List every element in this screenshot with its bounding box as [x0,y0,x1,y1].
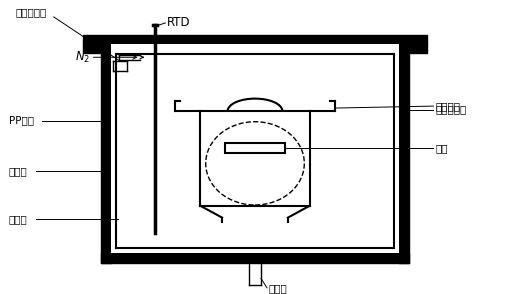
Bar [225,143,285,153]
Text: 液体感应器: 液体感应器 [16,7,47,17]
Text: 保温层: 保温层 [9,166,28,176]
Text: 硅片: 硅片 [436,143,448,153]
Text: 清洗花篮: 清洗花篮 [436,101,460,111]
Text: PP外壳: PP外壳 [9,116,34,126]
Text: RTD: RTD [167,16,191,29]
Text: 贴膜加热膜: 贴膜加热膜 [436,105,466,115]
Text: 排液管: 排液管 [269,283,288,293]
Text: 石英槽: 石英槽 [9,214,28,224]
Text: $N_2$: $N_2$ [75,50,91,65]
Bar [110,44,399,253]
